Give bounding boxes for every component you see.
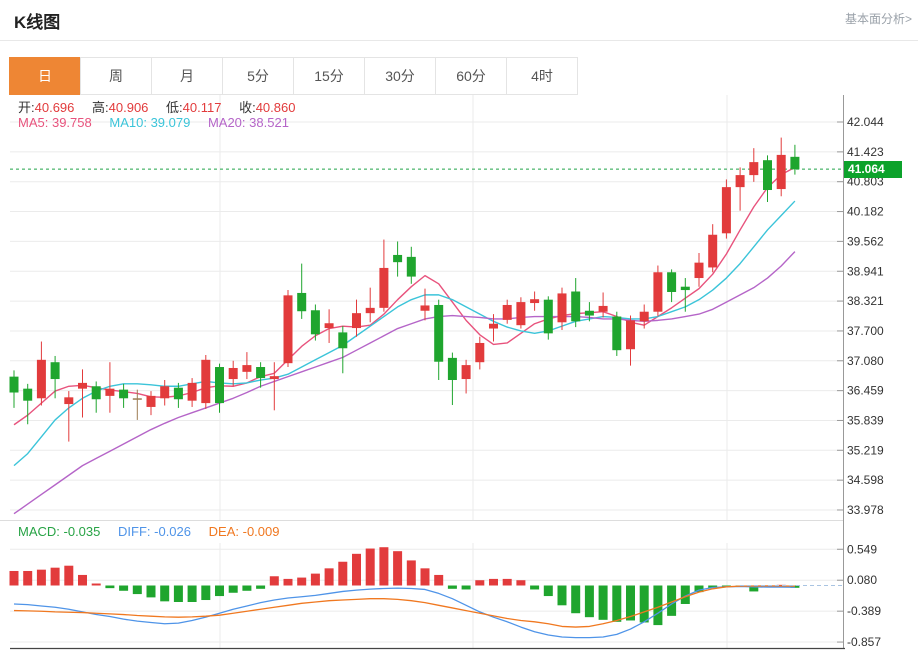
axis-label: 38.321	[847, 294, 884, 308]
fundamental-analysis-link[interactable]: 基本面分析>	[844, 12, 912, 26]
ma-readout: MA5: 39.758 MA10: 39.079 MA20: 38.521	[18, 115, 303, 130]
tab-日[interactable]: 日	[9, 57, 81, 95]
diff-label: DIFF:	[118, 524, 151, 539]
tab-15分[interactable]: 15分	[293, 57, 365, 95]
axis-label: 36.459	[847, 384, 884, 398]
axis-label: 0.080	[847, 573, 877, 587]
high-value: 40.906	[108, 100, 149, 115]
period-tabs: 日周月 5分 15分 30分 60分 4时	[9, 57, 578, 95]
macd-label: MACD:	[18, 524, 60, 539]
ma10-label: MA10:	[109, 115, 147, 130]
dea-value: -0.009	[242, 524, 280, 539]
tab-4时[interactable]: 4时	[506, 57, 578, 95]
axis-label: 35.839	[847, 413, 884, 427]
close-label: 收:	[239, 100, 256, 115]
ma5-value: 39.758	[51, 115, 92, 130]
axis-label: 33.978	[847, 503, 884, 517]
ma20-label: MA20:	[207, 115, 246, 130]
diff-value: -0.026	[154, 524, 192, 539]
current-price-badge: 41.064	[844, 161, 902, 178]
axis-label: 34.598	[847, 473, 884, 487]
axis-label: 40.182	[847, 205, 884, 219]
open-label: 开:	[18, 100, 35, 115]
macd-readout: MACD: -0.035 DIFF: -0.026 DEA: -0.009	[18, 524, 293, 539]
tab-月[interactable]: 月	[151, 57, 223, 95]
dea-label: DEA:	[208, 524, 239, 539]
axis-label: 40.803	[847, 175, 884, 189]
axis-label: 0.549	[847, 542, 877, 556]
ma5-label: MA5:	[18, 115, 49, 130]
high-label: 高:	[92, 100, 109, 115]
low-label: 低:	[166, 100, 183, 115]
axis-label: 37.700	[847, 324, 884, 338]
ma10-value: 39.079	[150, 115, 191, 130]
page-title: K线图	[14, 13, 61, 32]
tab-30分[interactable]: 30分	[364, 57, 436, 95]
tab-周[interactable]: 周	[80, 57, 152, 95]
axis-label: 41.423	[847, 145, 884, 159]
axis-label: 37.080	[847, 354, 884, 368]
axis-label: 39.562	[847, 234, 884, 248]
ohlc-readout: 开:40.696 高:40.906 低:40.117 收:40.860	[18, 97, 309, 116]
axis-label: -0.389	[847, 604, 881, 618]
ma20-value: 38.521	[249, 115, 289, 130]
close-value: 40.860	[255, 100, 296, 115]
low-value: 40.117	[182, 100, 222, 115]
open-value: 40.696	[34, 100, 75, 115]
axis-label: 35.219	[847, 443, 884, 457]
macd-value: -0.035	[63, 524, 101, 539]
axis-label: 42.044	[847, 115, 884, 129]
axis-label: 38.941	[847, 264, 884, 278]
tab-5分[interactable]: 5分	[222, 57, 294, 95]
axis-label: -0.857	[847, 635, 881, 649]
tab-60分[interactable]: 60分	[435, 57, 507, 95]
